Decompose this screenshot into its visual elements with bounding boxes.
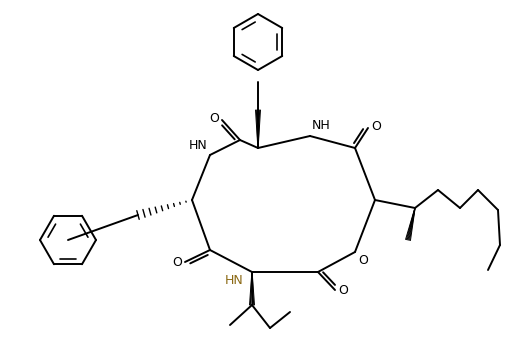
Text: O: O [371,120,381,134]
Text: O: O [172,256,182,269]
Text: HN: HN [189,139,208,152]
Text: O: O [338,284,348,297]
Text: O: O [209,112,219,126]
Text: HN: HN [225,274,244,287]
Text: NH: NH [312,119,331,132]
Text: O: O [358,254,368,267]
